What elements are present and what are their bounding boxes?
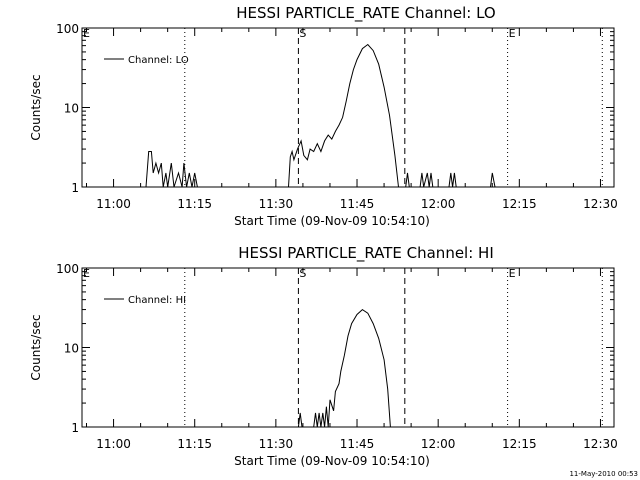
x-tick-label: 12:30 [583,197,618,211]
series-line-segment [297,412,303,428]
y-tick-label: 1 [71,421,79,435]
x-axis-label: Start Time (09-Nov-09 10:54:10) [234,454,430,468]
x-tick-label: 11:30 [259,437,294,451]
y-tick-label: 100 [56,22,79,36]
x-tick-label: 12:00 [421,437,456,451]
y-tick-label: 100 [56,262,79,276]
chart-panel-hi: HESSI PARTICLE_RATE Channel: HI 11:00 11:1… [29,244,618,468]
x-tick-label: 11:45 [340,437,375,451]
series-line-segment [490,172,496,188]
x-tick-label: 11:15 [177,197,212,211]
x-tick-label: 11:15 [177,437,212,451]
chart-title: HESSI PARTICLE_RATE Channel: HI [238,244,494,263]
y-axis-label: Counts/sec [29,314,43,380]
y-axis-label: Counts/sec [29,74,43,140]
x-tick-label: 11:45 [340,197,375,211]
event-marker-label: E [83,27,90,40]
legend-label: Channel: LO [128,55,189,66]
x-tick-label: 12:15 [502,197,537,211]
x-tick-label: 12:00 [421,197,456,211]
series-line-segment [419,172,434,188]
y-tick-label: 10 [64,342,79,356]
series-line-segment [448,172,457,188]
x-tick-label: 12:30 [583,437,618,451]
event-marker-label: S [299,267,306,280]
y-tick-label: 1 [71,181,79,195]
event-marker-label: S [299,27,306,40]
chart-title: HESSI PARTICLE_RATE Channel: LO [236,4,495,23]
event-marker-label: E [509,267,516,280]
legend-label: Channel: HI [128,295,186,306]
x-axis-label: Start Time (09-Nov-09 10:54:10) [234,214,430,228]
x-tick-label: 11:00 [96,437,131,451]
series-line-segment [405,172,410,188]
event-marker-label: E [509,27,516,40]
series-line-segment [288,43,399,188]
y-tick-label: 10 [64,102,79,116]
event-marker-label: E [83,267,90,280]
chart-panel-lo: HESSI PARTICLE_RATE Channel: LO 11:00 11:1… [29,4,618,228]
x-tick-label: 12:15 [502,437,537,451]
x-tick-label: 11:30 [259,197,294,211]
series-line-segment [313,308,391,428]
series-line-segment [145,151,198,188]
plot-frame [81,267,615,428]
x-tick-label: 11:00 [96,197,131,211]
timestamp-footer: 11-May-2010 00:53 [569,470,638,478]
